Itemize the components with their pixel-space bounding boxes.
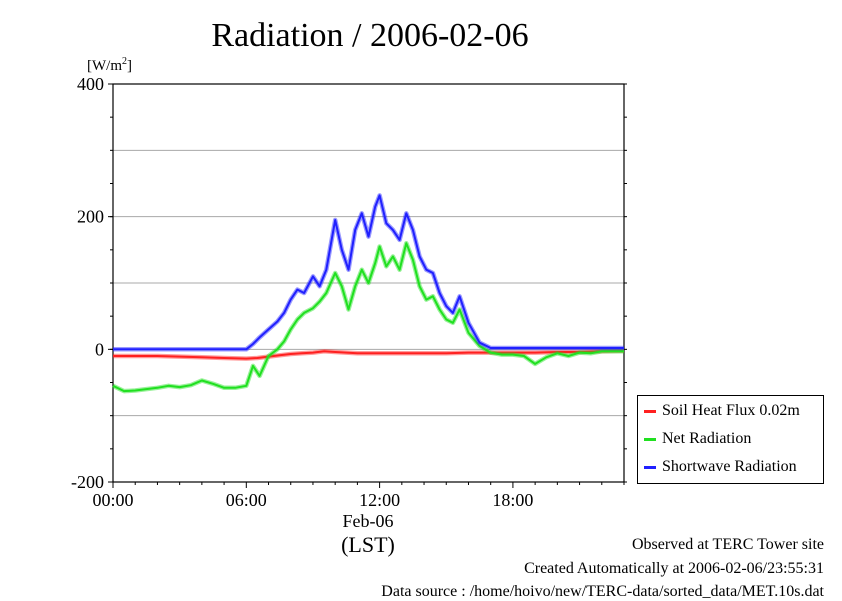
legend: Soil Heat Flux 0.02m Net Radiation Short…	[637, 395, 824, 484]
series-layer	[112, 193, 625, 394]
x-tick-label: 18:00	[492, 490, 533, 510]
x-tick-label: 06:00	[226, 490, 267, 510]
y-tick-label: -200	[71, 472, 104, 492]
y-tick-label: 200	[77, 207, 104, 227]
x-axis-label: (LST)	[341, 532, 395, 557]
x-axis-date-label: Feb-06	[343, 511, 394, 531]
footer-observed: Observed at TERC Tower site	[631, 536, 824, 553]
footer-created: Created Automatically at 2006-02-06/23:5…	[524, 560, 824, 577]
x-tick-label: 12:00	[359, 490, 400, 510]
series-halo-net-radiation	[112, 240, 624, 394]
y-tick-label: 0	[95, 339, 104, 359]
legend-label: Shortwave Radiation	[662, 458, 797, 475]
legend-label: Net Radiation	[662, 430, 752, 447]
legend-item-net-radiation: Net Radiation	[644, 429, 751, 449]
series-halo-shortwave-radiation	[113, 193, 624, 352]
legend-item-shortwave-radiation: Shortwave Radiation	[644, 457, 797, 477]
series-line-net-radiation	[112, 242, 624, 393]
legend-swatch-blue	[644, 465, 656, 469]
x-tick-label: 00:00	[92, 490, 133, 510]
y-axis-unit-label: [W/m2]	[87, 56, 132, 74]
y-axis: -200 0 200 400	[71, 74, 627, 492]
legend-item-soil-heat-flux: Soil Heat Flux 0.02m	[644, 401, 800, 421]
legend-label: Soil Heat Flux 0.02m	[662, 402, 800, 419]
y-tick-label: 400	[77, 74, 104, 94]
series-line-soil-heat-flux-0-02m	[113, 349, 625, 360]
chart-title: Radiation / 2006-02-06	[211, 17, 528, 54]
legend-swatch-green	[644, 437, 656, 441]
legend-swatch-red	[644, 409, 656, 413]
series-line-shortwave-radiation	[113, 194, 624, 351]
footer-data-source: Data source : /home/hoivo/new/TERC-data/…	[381, 583, 824, 600]
x-axis: 00:00 06:00 12:00 18:00	[92, 482, 625, 510]
